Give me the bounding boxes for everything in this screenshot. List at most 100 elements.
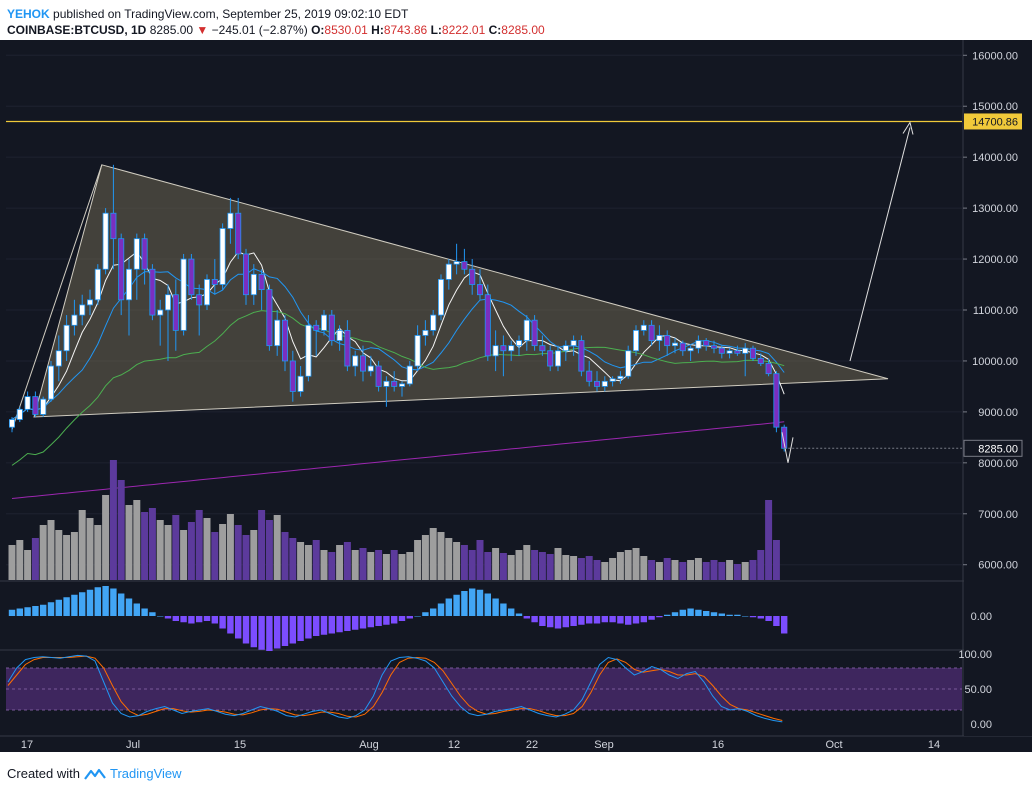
candle [55,335,62,382]
candle-body [24,396,31,410]
target-level-label: 14700.86 [972,116,1018,128]
candle [391,371,398,392]
candle-body [383,380,390,387]
volume-bar [663,558,671,580]
open-label: O: [311,23,325,37]
candle [305,315,312,382]
volume-bar [211,532,219,580]
candle [157,299,164,346]
volume-bar [375,550,383,580]
candle-body [305,324,312,377]
volume-bar [460,545,468,580]
volume-bar [421,535,429,580]
target-level-badge [964,113,1022,130]
volume-bar [265,520,273,580]
macd-bar [710,612,718,616]
candle [211,259,218,295]
candle [476,269,483,300]
author-name[interactable]: YEHOK [7,7,50,21]
candle [742,343,749,377]
candle [102,208,109,275]
macd-bar [734,614,741,616]
candle-body [196,294,203,306]
volume-bar [156,520,164,580]
volume-bar [655,562,663,580]
candle [617,371,624,384]
tradingview-brand[interactable]: TradingView [109,766,182,781]
volume-bar [125,505,133,580]
candle [469,259,476,295]
candle-body [94,268,101,301]
candle-body [703,340,710,347]
candle-body [79,304,86,316]
candle-body [679,342,686,352]
price-tick-label: 12000.00 [972,254,1018,266]
candle [24,391,31,412]
volume-bar [359,548,367,580]
candle-body [461,261,468,270]
macd-bar [125,598,133,616]
candle [281,315,288,372]
candle [133,233,140,300]
macd-bar [508,608,515,616]
publish-line: YEHOK published on TradingView.com, Sept… [7,6,1027,22]
candle-body [765,363,772,375]
stoch-band [6,668,962,710]
volume-bar [343,542,351,580]
volume-bar [437,532,445,580]
volume-bar [679,562,687,580]
macd-bar [172,616,179,621]
price-chart[interactable]: 16000.00 15000.00 14000.00 13000.00 12000.00… [0,40,1032,752]
candle [94,264,101,305]
macd-bar [359,616,367,629]
macd-bar [398,616,406,621]
candle [656,325,663,351]
macd-bar [16,608,23,616]
macd-bar [289,616,296,644]
candle [313,320,320,356]
candle-body [750,347,757,359]
macd-bar [328,616,335,634]
price-tick-label: 16000.00 [972,50,1018,62]
candle-body [586,370,593,382]
volume-bar [109,460,117,580]
macd-bar [391,616,398,624]
macd-bar [8,609,16,616]
ma-slow-line [11,310,785,466]
candle [235,197,242,260]
open-value: 8530.01 [324,23,368,37]
time-axis-label: 17 [21,739,33,751]
macd-bar [656,616,663,618]
macd-bar [110,588,117,616]
volume-bar [476,540,484,580]
candle-body [40,398,47,415]
candle-body [164,294,171,311]
candle-body [133,238,140,270]
macd-bar [500,603,507,616]
candle-body [601,380,608,387]
volume-bar [102,495,110,580]
candle [422,320,429,346]
candle [16,406,23,423]
candle-body [203,279,210,306]
volume-bar [31,538,39,580]
volume-bar [562,555,570,580]
volume-bar [234,525,242,580]
time-axis-label: Jul [126,739,140,751]
last-price-badge [963,439,1023,457]
volume-bar [24,550,32,580]
candle [516,335,523,356]
stoch-axis-label: 100.00 [958,649,992,661]
volume-bar [390,550,398,580]
candle [274,310,281,356]
candle-body [539,345,546,352]
macd-bar [40,604,47,616]
candle [781,424,788,452]
candle [695,335,702,354]
macd-bar [632,616,640,624]
candle [531,315,538,351]
candle-body [570,340,577,347]
volume-bar [702,562,710,580]
last-price-label: 8285.00 [978,443,1018,455]
volume-bar [741,562,749,580]
